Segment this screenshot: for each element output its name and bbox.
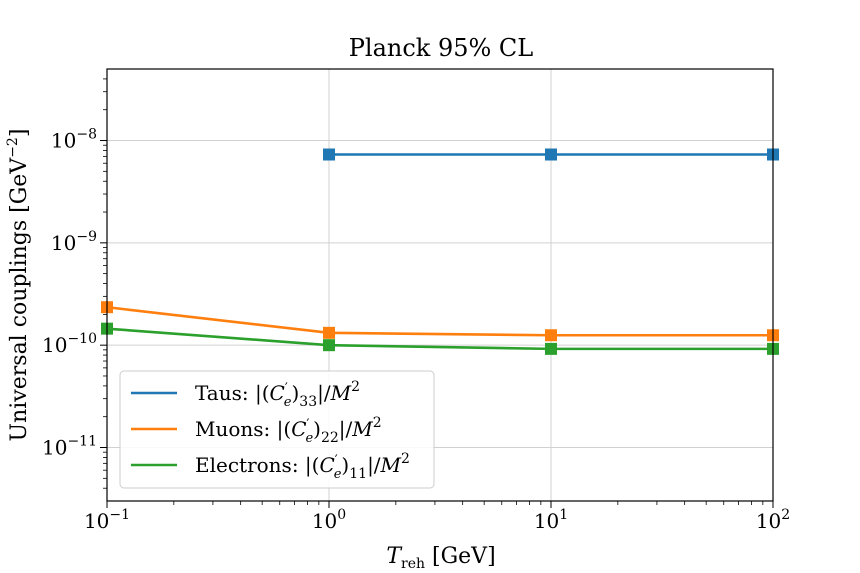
chart-title: Planck 95% CL (349, 34, 534, 62)
y-tick-label: 10−9 (51, 229, 97, 255)
x-tick-label: 102 (756, 507, 790, 533)
data-point (323, 339, 335, 352)
y-tick-label: 10−11 (42, 433, 97, 459)
y-tick-label: 10−8 (51, 127, 97, 153)
legend-label: Muons: |(C′ e)22|/M2 (195, 415, 382, 446)
data-point (545, 329, 557, 342)
y-axis-label: Universal couplings [GeV−2] (5, 129, 32, 442)
legend-label: Taus: |(C′ e)33|/M2 (195, 379, 360, 410)
series-electrons (101, 322, 779, 355)
series-line (106, 305, 773, 337)
x-tick-label: 100 (312, 507, 346, 533)
series-line (106, 327, 773, 351)
x-axis-label: Treh [GeV] (386, 544, 495, 572)
legend-entry: Muons: |(C′ e)22|/M2 (131, 415, 382, 446)
plot-frame (106, 68, 774, 502)
series-muons (101, 301, 779, 342)
legend-label: Electrons: |(C′ e)11|/M2 (195, 451, 410, 482)
legend-entry: Taus: |(C′ e)33|/M2 (131, 379, 360, 410)
data-point (545, 342, 557, 355)
legend: Taus: |(C′ e)33|/M2 Muons: |(C′ e)22|/M2 Ele… (119, 370, 435, 489)
ticks: 10−1 100 101 102 10−11 10−10 10−9 10−8 (42, 78, 790, 533)
legend-box (119, 370, 435, 489)
series-taus (323, 148, 779, 161)
data-point (545, 148, 557, 161)
x-tick-label: 101 (534, 507, 568, 533)
x-tick-label: 10−1 (84, 507, 130, 533)
y-tick-label: 10−10 (42, 331, 97, 357)
series-layer (101, 148, 779, 355)
data-point (323, 148, 335, 161)
legend-entry: Electrons: |(C′ e)11|/M2 (131, 451, 410, 482)
data-point (323, 326, 335, 339)
